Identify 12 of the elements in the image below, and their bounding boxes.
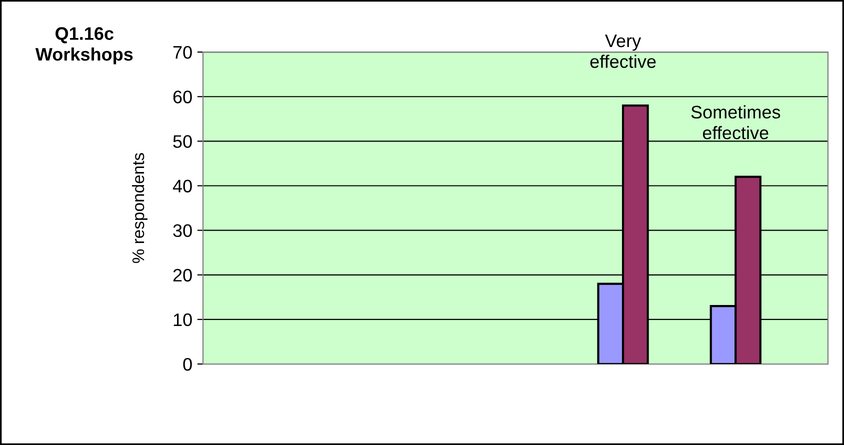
y-tick-label: 30 (173, 224, 192, 238)
y-tick-label: 50 (173, 135, 192, 148)
x-tick-label: Sometimes effective (691, 105, 780, 140)
chart-title: Q1.16c Workshops (35, 27, 133, 64)
y-axis-title: % respondents (132, 153, 148, 264)
x-tick-label: Very effective (590, 34, 656, 68)
y-tick-label: 40 (172, 180, 192, 192)
y-tick-label: 60 (173, 90, 192, 104)
y-tick-label: 20 (173, 268, 192, 282)
y-tick-label: 70 (173, 46, 192, 59)
y-tick-label: 0 (183, 358, 192, 371)
y-tick-label: 10 (174, 313, 192, 326)
